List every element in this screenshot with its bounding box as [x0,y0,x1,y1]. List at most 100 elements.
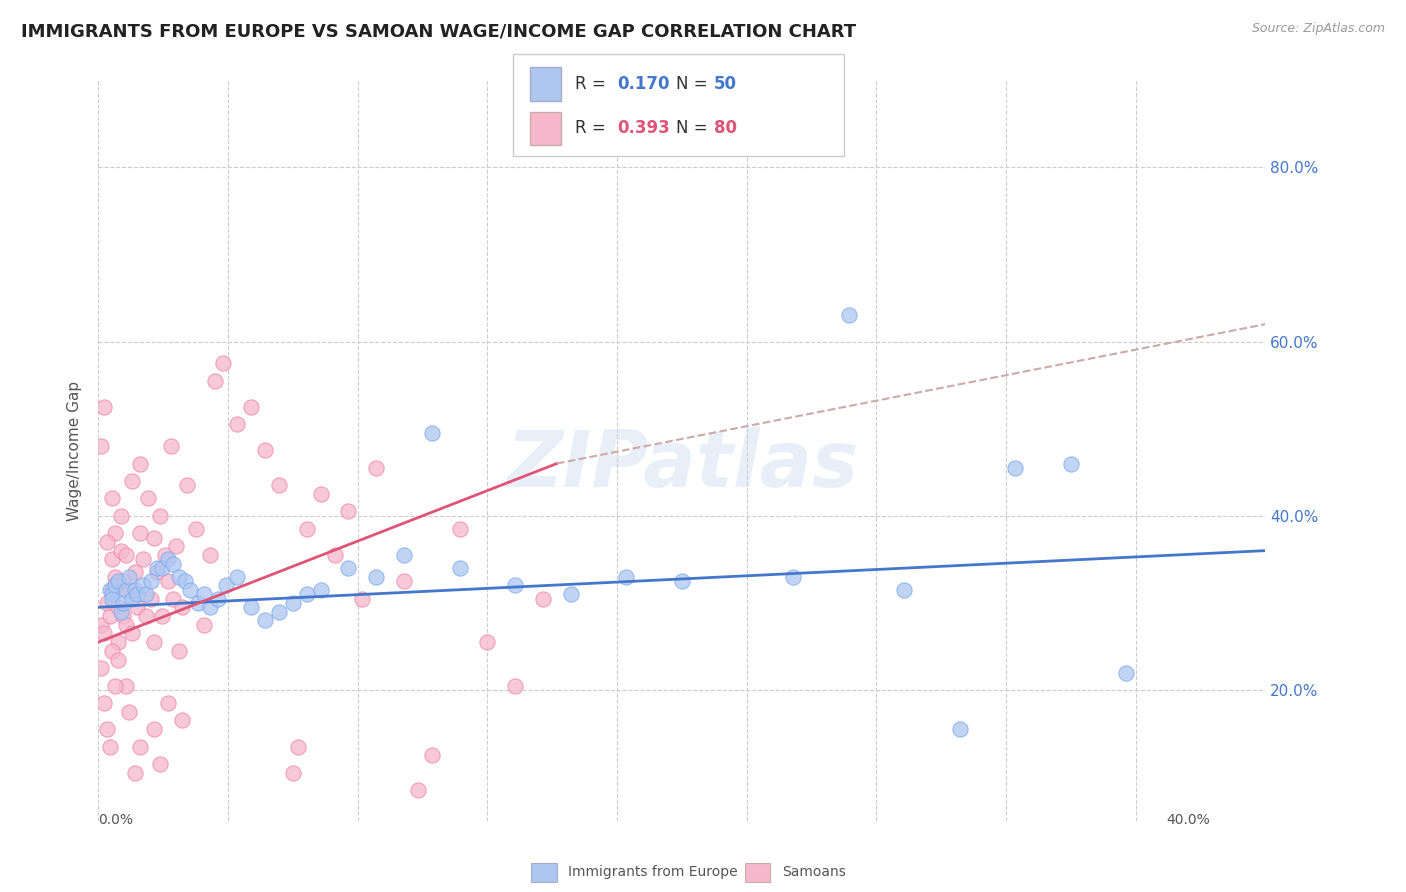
Point [115,548,138,562]
Point [449,561,471,575]
Point [449,522,471,536]
Point [121,591,143,606]
Text: Source: ZipAtlas.com: Source: ZipAtlas.com [1251,22,1385,36]
Point [150,609,173,624]
Point [170,600,193,615]
Point [309,487,332,501]
Point [143,635,166,649]
Point [148,508,170,523]
Point [352,591,374,606]
Point [295,587,318,601]
Point [287,739,309,754]
Text: R =: R = [575,120,612,137]
Text: Samoans: Samoans [782,865,845,880]
Text: 50: 50 [714,75,737,93]
Point [118,705,141,719]
Point [366,461,388,475]
Point [101,587,124,601]
Point [93,696,115,710]
Point [560,587,582,601]
Point [392,548,415,562]
Point [1115,665,1137,680]
Text: 0.170: 0.170 [617,75,669,93]
Point [212,356,235,370]
Point [104,578,127,592]
Point [187,596,209,610]
Point [503,578,526,592]
Point [121,474,143,488]
Point [165,539,187,553]
Point [110,543,132,558]
Point [167,644,190,658]
Point [101,552,124,566]
Point [838,309,860,323]
Point [226,417,249,432]
Point [107,652,129,666]
Point [406,783,429,797]
Point [215,578,238,592]
Point [254,613,277,627]
Point [96,535,118,549]
Point [949,722,972,736]
Text: R =: R = [575,75,612,93]
Point [254,443,277,458]
Text: Immigrants from Europe: Immigrants from Europe [568,865,738,880]
Point [101,582,124,597]
Point [124,582,146,597]
Point [420,748,443,763]
Point [107,600,129,615]
Point [143,531,166,545]
Point [118,582,141,597]
Point [90,617,112,632]
Point [198,548,221,562]
Point [179,582,201,597]
Point [167,570,190,584]
Point [392,574,415,588]
Text: ZIPatlas: ZIPatlas [506,427,858,503]
Point [281,765,304,780]
Point [366,570,388,584]
Point [156,552,179,566]
Point [132,552,155,566]
Point [98,739,121,754]
Point [204,374,226,388]
Point [614,570,637,584]
Point [240,400,263,414]
Point [323,548,346,562]
Point [90,661,112,675]
Point [93,400,115,414]
Point [893,582,915,597]
Point [115,582,138,597]
Point [1060,457,1083,471]
Point [671,574,693,588]
Point [90,439,112,453]
Point [96,722,118,736]
Point [1004,461,1026,475]
Point [267,478,290,492]
Point [115,617,138,632]
Point [104,526,127,541]
Point [101,644,124,658]
Point [309,582,332,597]
Point [115,679,138,693]
Point [124,566,146,580]
Text: 40.0%: 40.0% [1166,814,1209,827]
Point [146,561,169,575]
Point [148,757,170,772]
Point [107,635,129,649]
Point [153,548,176,562]
Point [193,587,215,601]
Point [104,570,127,584]
Point [129,526,152,541]
Point [118,570,141,584]
Point [124,765,146,780]
Point [198,600,221,615]
Point [150,561,173,575]
Point [112,574,135,588]
Point [281,596,304,610]
Text: N =: N = [676,75,713,93]
Point [132,578,155,592]
Point [107,574,129,588]
Text: 0.0%: 0.0% [98,814,134,827]
Point [141,574,163,588]
